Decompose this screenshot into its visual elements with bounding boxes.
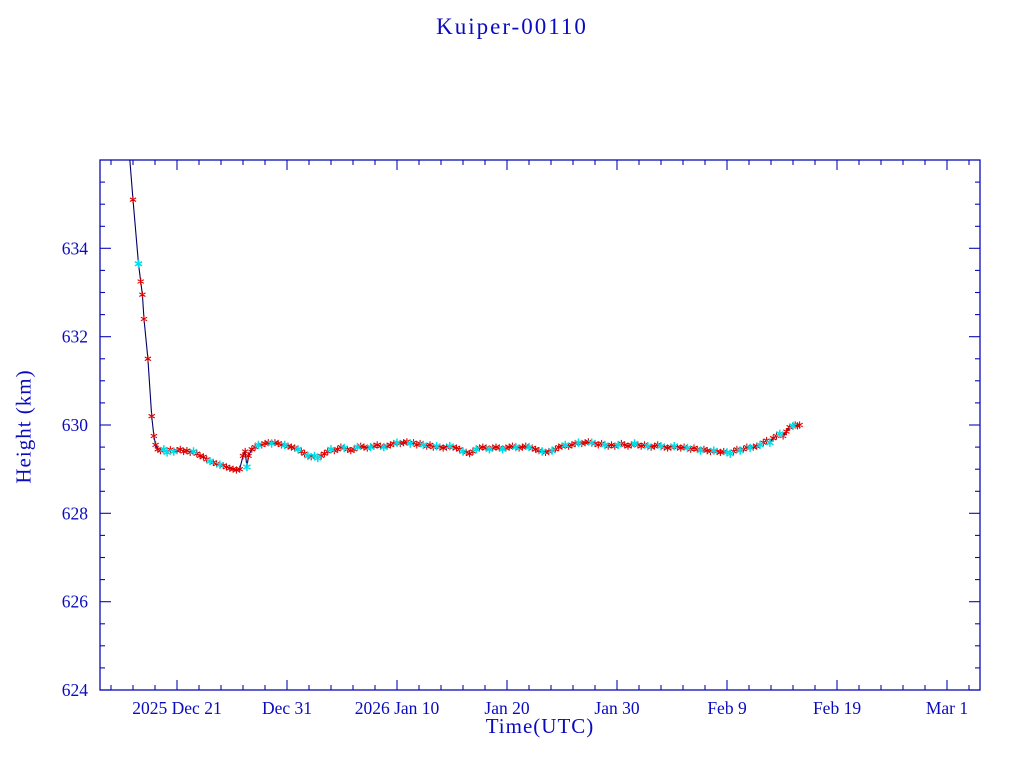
cyan-asterisk-markers bbox=[134, 259, 797, 472]
x-axis-label: Time(UTC) bbox=[485, 714, 595, 738]
svg-text:632: 632 bbox=[62, 327, 88, 347]
svg-text:630: 630 bbox=[62, 415, 89, 435]
x-ticks bbox=[110, 160, 970, 690]
y-ticks bbox=[100, 181, 980, 691]
svg-text:2026 Jan 10: 2026 Jan 10 bbox=[355, 698, 440, 718]
svg-text:Mar 1: Mar 1 bbox=[926, 698, 968, 718]
svg-text:Dec 31: Dec 31 bbox=[262, 698, 312, 718]
svg-text:Jan 20: Jan 20 bbox=[484, 698, 529, 718]
svg-text:634: 634 bbox=[62, 238, 89, 258]
svg-text:626: 626 bbox=[62, 592, 89, 612]
y-tick-labels: 624 626 628 630 632 634 bbox=[62, 238, 89, 700]
plot-frame bbox=[99, 159, 981, 691]
svg-text:Feb 9: Feb 9 bbox=[707, 698, 747, 718]
x-tick-labels: 2025 Dec 21 Dec 31 2026 Jan 10 Jan 20 Jan 30… bbox=[132, 698, 968, 718]
chart-title: Kuiper-00110 bbox=[436, 14, 588, 39]
data-line bbox=[129, 160, 800, 471]
svg-text:628: 628 bbox=[62, 503, 89, 523]
red-asterisk-markers bbox=[129, 196, 803, 474]
svg-text:Feb 19: Feb 19 bbox=[813, 698, 861, 718]
svg-text:624: 624 bbox=[62, 680, 89, 700]
svg-text:Jan 30: Jan 30 bbox=[594, 698, 639, 718]
svg-text:2025 Dec 21: 2025 Dec 21 bbox=[132, 698, 221, 718]
